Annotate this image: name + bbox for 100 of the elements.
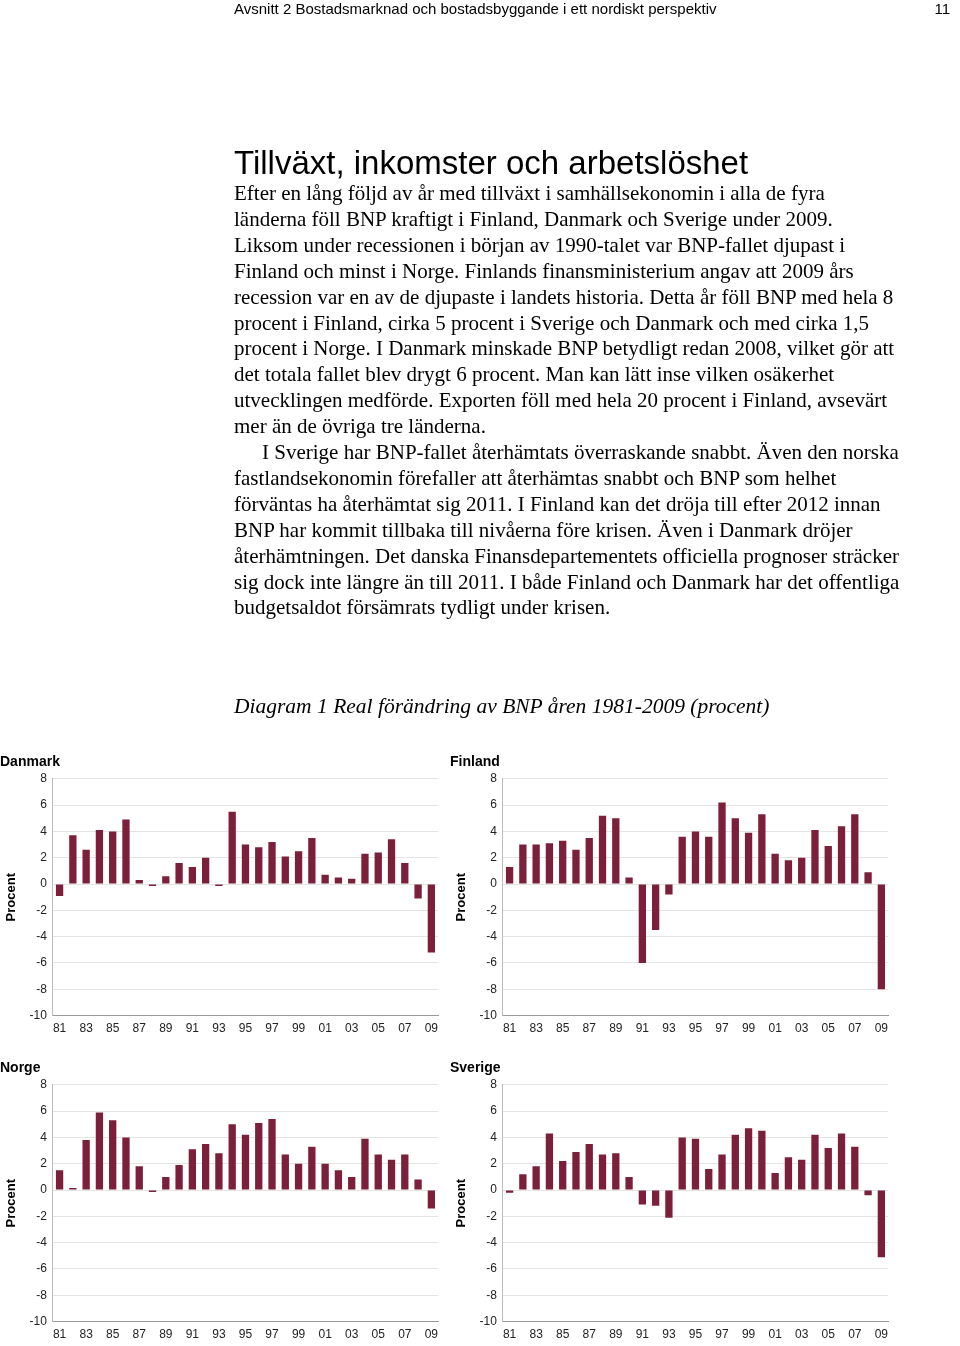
bar <box>268 841 276 884</box>
bar <box>401 863 409 884</box>
bar <box>585 1144 593 1190</box>
bar <box>188 866 197 884</box>
bar <box>308 838 316 884</box>
x-tick-label: 81 <box>52 1021 67 1036</box>
y-tick-label: -2 <box>486 902 498 917</box>
bar <box>718 802 726 884</box>
x-tick-label: 83 <box>79 1021 94 1036</box>
bar <box>162 1176 170 1190</box>
bar <box>598 1154 607 1190</box>
text: Efter en lång följd av år med tillväxt i samhällsekonomin i alla de fyra länderna föll BNP kraftigt i Finland, Danmark och Sverige under 2009. Liksom under recessionen i början av 1990-talet var BNP-fallet djupast i Finland och minst i Norge. Finlands finansministerium angav att 2009 års recession var en av de djupaste i landets historia. Detta år föll BNP med hela 8 procent i Finland, cirka 5 procent i Sverige och Danmark och med cirka 1,5 procent i Norge. I Danmark minskade BNP betydligt redan 2008, vilket gör att det totala fallet blev drygt 6 procent. Man kan lätt inse vilken osäkerhet utvecklingen medförde. Exporten föll med hela 20 procent i Finland, avsevärt mer än de övriga tre länderna. <box>234 181 895 439</box>
bar <box>348 878 356 884</box>
bar <box>771 1172 779 1190</box>
y-tick-label: -4 <box>36 1234 48 1249</box>
bar <box>268 1119 276 1190</box>
bar <box>294 1163 303 1190</box>
text: I Sverige har BNP-fallet återhämtats överraskande snabbt. Även den norska fastlandsekonomin förefaller att återhämtas snabbt och BNP som helhet förväntas ha återhämtat sig 2011. I Finland kan det dröja till efter 2012 innan BNP har kommit tillbaka till nivåerna före krisen. Även i Danmark dröjer återhämtningen. Det danska Finansdepartementets officiella prognoser sträcker sig dock inte längre än till 2011. I både Finland och Danmark har det offentliga budgetsaldot försämrats tydligt under krisen. <box>234 440 901 622</box>
bar <box>308 1146 316 1190</box>
chart-title: Danmark <box>0 753 61 770</box>
x-tick-label: 99 <box>291 1021 306 1036</box>
y-tick-label: 6 <box>40 797 48 812</box>
bar <box>255 847 263 884</box>
bar <box>532 844 540 884</box>
bar <box>731 818 739 884</box>
bar <box>585 838 593 884</box>
x-tick-label: 03 <box>795 1021 809 1036</box>
x-tick-label: 95 <box>688 1327 703 1342</box>
y-tick-label: 0 <box>40 1182 48 1197</box>
y-tick-label: 0 <box>490 876 498 891</box>
chart-title: Norge <box>0 1059 41 1076</box>
bar <box>175 1165 183 1190</box>
bar <box>665 884 673 895</box>
bar <box>625 877 633 884</box>
x-tick-label: 87 <box>582 1021 597 1036</box>
y-tick-label: -10 <box>29 1313 48 1328</box>
bar <box>824 1147 832 1190</box>
x-tick-label: 97 <box>265 1327 280 1342</box>
bar <box>519 844 527 884</box>
bar <box>82 1140 90 1190</box>
bar <box>864 872 872 884</box>
bar <box>811 830 819 884</box>
x-tick-label: 91 <box>185 1327 200 1342</box>
x-tick-label: 93 <box>212 1327 226 1342</box>
bar <box>545 1133 554 1190</box>
bar <box>281 856 289 884</box>
x-tick-label: 93 <box>212 1021 226 1036</box>
x-tick-label: 89 <box>159 1327 173 1342</box>
bar <box>294 851 303 884</box>
x-tick-label: 03 <box>795 1327 809 1342</box>
bar <box>691 1138 700 1190</box>
bar <box>559 840 567 884</box>
y-axis-title: Procent <box>3 1178 19 1228</box>
bar <box>665 1190 673 1218</box>
y-tick-label: 0 <box>490 1182 498 1197</box>
x-tick-label: 93 <box>662 1327 676 1342</box>
y-tick-label: 8 <box>490 771 498 786</box>
x-tick-label: 95 <box>688 1021 703 1036</box>
bar <box>387 1159 396 1190</box>
x-tick-label: 97 <box>715 1021 730 1036</box>
bar <box>162 876 170 884</box>
y-tick-label: -6 <box>486 955 498 970</box>
x-tick-label: 83 <box>529 1327 544 1342</box>
bar <box>374 1154 382 1190</box>
bar <box>427 884 436 953</box>
bar <box>651 884 660 931</box>
x-tick-label: 95 <box>238 1327 253 1342</box>
x-tick-label: 01 <box>768 1021 783 1036</box>
x-tick-label: 09 <box>424 1327 439 1342</box>
bar <box>69 835 77 884</box>
y-tick-label: 4 <box>40 823 48 838</box>
chart-title: Finland <box>450 753 500 770</box>
x-tick-label: 81 <box>502 1021 517 1036</box>
bar <box>678 1137 686 1190</box>
bar <box>109 831 117 884</box>
y-tick-label: -2 <box>36 1208 48 1223</box>
y-tick-label: -4 <box>486 1234 498 1249</box>
bar <box>55 884 64 896</box>
x-tick-label: 85 <box>106 1021 120 1036</box>
bar <box>837 1133 846 1190</box>
y-tick-label: 4 <box>490 823 498 838</box>
y-tick-label: -4 <box>36 928 48 943</box>
bar <box>387 839 396 884</box>
bar <box>705 1169 713 1190</box>
bar <box>784 1157 793 1190</box>
bar <box>758 814 766 884</box>
bar <box>201 857 210 884</box>
bar <box>321 874 329 884</box>
bar <box>175 863 183 884</box>
bar <box>771 853 779 884</box>
bar <box>348 1176 356 1190</box>
bar <box>798 1159 806 1190</box>
y-axis-title: Procent <box>453 1178 469 1228</box>
x-tick-label: 87 <box>132 1021 147 1036</box>
x-tick-label: 81 <box>502 1327 517 1342</box>
y-tick-label: 4 <box>40 1129 48 1144</box>
bar <box>401 1154 409 1190</box>
x-tick-label: 85 <box>106 1327 120 1342</box>
bar <box>612 818 620 884</box>
x-tick-label: 01 <box>318 1021 333 1036</box>
